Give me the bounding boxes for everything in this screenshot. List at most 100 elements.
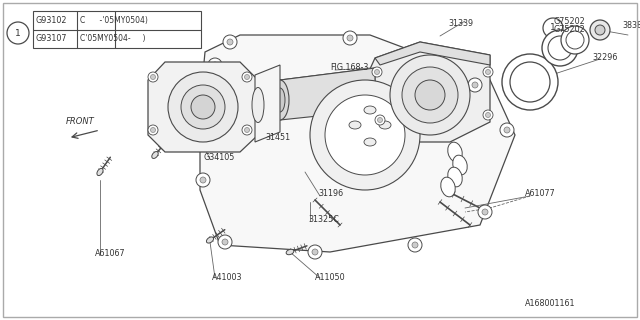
Text: 31451: 31451 [265,132,290,141]
Text: G75202: G75202 [553,17,585,26]
Circle shape [374,69,380,75]
Circle shape [347,35,353,41]
Text: G93107: G93107 [36,34,67,43]
Text: 38380: 38380 [622,21,640,30]
Circle shape [181,85,225,129]
Circle shape [390,55,470,135]
Circle shape [561,26,589,54]
Circle shape [478,205,492,219]
Ellipse shape [252,87,264,123]
Circle shape [415,80,445,110]
Circle shape [148,125,158,135]
Ellipse shape [275,88,285,112]
Circle shape [244,127,250,132]
Circle shape [150,75,156,79]
Polygon shape [200,35,515,252]
Circle shape [312,249,318,255]
Polygon shape [280,68,375,100]
Circle shape [408,238,422,252]
Circle shape [212,62,218,68]
Ellipse shape [286,249,294,255]
Text: G34105: G34105 [203,153,234,162]
Text: A61077: A61077 [525,189,556,198]
Circle shape [472,82,478,88]
Text: C      -'05MY0504): C -'05MY0504) [80,16,148,25]
Circle shape [468,78,482,92]
Circle shape [200,107,206,113]
Ellipse shape [271,80,289,120]
Circle shape [244,75,250,79]
Circle shape [7,22,29,44]
Circle shape [378,117,383,123]
Text: A61067: A61067 [95,249,125,258]
Circle shape [343,31,357,45]
Circle shape [227,39,233,45]
Circle shape [500,123,514,137]
Circle shape [168,72,238,142]
Ellipse shape [364,138,376,146]
Polygon shape [148,62,258,152]
Ellipse shape [448,167,462,187]
Circle shape [502,54,558,110]
Circle shape [372,67,382,77]
Circle shape [218,235,232,249]
Circle shape [208,58,222,72]
Text: A168001161: A168001161 [525,299,575,308]
Text: 1: 1 [15,28,21,37]
Circle shape [196,103,210,117]
Circle shape [595,25,605,35]
Circle shape [148,72,158,82]
Circle shape [542,30,578,66]
Text: 1: 1 [550,23,556,33]
Circle shape [223,35,237,49]
Circle shape [590,20,610,40]
Bar [33,11,201,48]
Ellipse shape [97,168,103,176]
Circle shape [242,125,252,135]
Circle shape [543,18,563,38]
Circle shape [412,242,418,248]
Polygon shape [280,68,375,120]
Circle shape [196,173,210,187]
Ellipse shape [441,177,455,197]
Polygon shape [375,42,490,65]
Polygon shape [365,42,490,142]
Circle shape [150,127,156,132]
Ellipse shape [379,121,391,129]
Ellipse shape [152,152,158,158]
Ellipse shape [349,121,361,129]
Circle shape [200,177,206,183]
Ellipse shape [452,155,467,175]
Circle shape [486,69,490,75]
Text: FRONT: FRONT [66,117,94,126]
Text: G75202: G75202 [553,25,585,34]
Text: 31196: 31196 [318,188,343,197]
Text: C'05MY0504-     ): C'05MY0504- ) [80,34,145,43]
Text: G93102: G93102 [36,16,67,25]
Circle shape [222,239,228,245]
Ellipse shape [364,106,376,114]
Text: A11050: A11050 [315,273,346,282]
Circle shape [191,95,215,119]
Ellipse shape [207,237,214,243]
Circle shape [483,67,493,77]
Circle shape [375,115,385,125]
Text: A41003: A41003 [212,273,243,282]
Circle shape [504,127,510,133]
Circle shape [486,113,490,117]
Circle shape [308,245,322,259]
Circle shape [483,110,493,120]
Text: FIG.168-3: FIG.168-3 [330,63,369,73]
Circle shape [242,72,252,82]
Circle shape [566,31,584,49]
Circle shape [325,95,405,175]
Text: 32296: 32296 [592,52,618,61]
Polygon shape [255,65,280,142]
Circle shape [482,209,488,215]
Circle shape [310,80,420,190]
Text: 31325C: 31325C [308,215,339,225]
Circle shape [510,62,550,102]
Circle shape [548,36,572,60]
Ellipse shape [448,142,462,162]
Text: 31339: 31339 [448,19,473,28]
